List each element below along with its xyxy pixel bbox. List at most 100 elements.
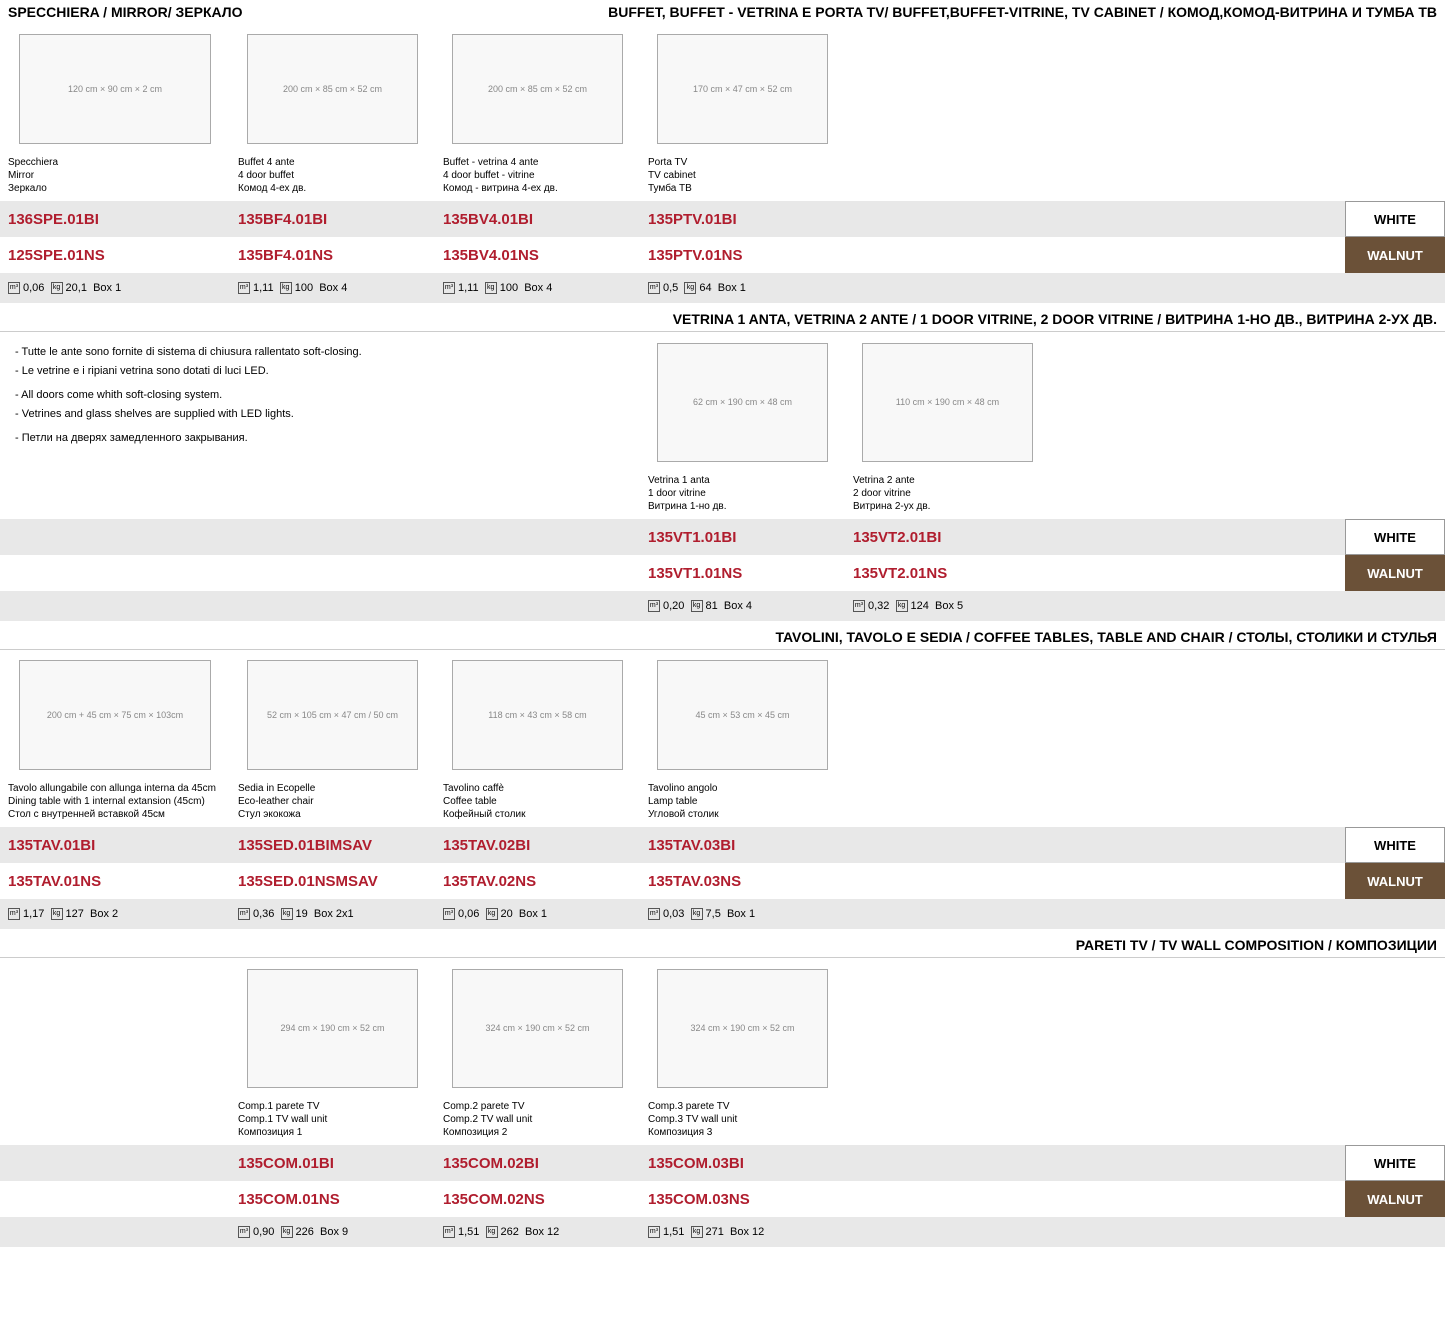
weight-icon: kg bbox=[281, 1226, 293, 1238]
code-bi: 135SED.01BIMSAV bbox=[238, 837, 372, 854]
code-bi: 136SPE.01BI bbox=[8, 211, 99, 228]
stats: m³1,11 kg100 Box 4 bbox=[435, 273, 640, 303]
stats: m³0,32 kg124 Box 5 bbox=[845, 591, 1050, 621]
section-header: SPECCHIERA / MIRROR/ ЗЕРКАЛО BUFFET, BUF… bbox=[0, 0, 1445, 24]
diagram-buffet: 200 cm × 85 cm × 52 cm bbox=[247, 34, 417, 145]
weight-icon: kg bbox=[486, 908, 498, 920]
section-header: PARETI TV / TV WALL COMPOSITION / КОМПОЗ… bbox=[0, 933, 1445, 958]
dims: 120 cm × 90 cm × 2 cm bbox=[68, 84, 162, 94]
volume-icon: m³ bbox=[648, 600, 660, 612]
code-ns: 135COM.01NS bbox=[238, 1191, 340, 1208]
code-bi: 135BV4.01BI bbox=[443, 211, 533, 228]
item-desc: Comp.2 parete TV Comp.2 TV wall unit Ком… bbox=[443, 1098, 532, 1145]
diagram-table: 200 cm + 45 cm × 75 cm × 103cm bbox=[19, 660, 212, 771]
diagram-comp1: 294 cm × 190 cm × 52 cm bbox=[247, 969, 417, 1088]
box: Box 2x1 bbox=[314, 908, 354, 920]
code-bi: 135COM.03BI bbox=[648, 1155, 744, 1172]
finish-walnut: WALNUT bbox=[1345, 555, 1445, 591]
volume-icon: m³ bbox=[238, 1226, 250, 1238]
box: Box 9 bbox=[320, 1226, 348, 1238]
code-bi: 135VT1.01BI bbox=[648, 529, 736, 546]
section-tables: TAVOLINI, TAVOLO E SEDIA / COFFEE TABLES… bbox=[0, 625, 1445, 929]
section-header: TAVOLINI, TAVOLO E SEDIA / COFFEE TABLES… bbox=[0, 625, 1445, 650]
finish-white: WHITE bbox=[1345, 1145, 1445, 1181]
code-ns: 135PTV.01NS bbox=[648, 247, 743, 264]
box: Box 1 bbox=[718, 282, 746, 294]
code-ns: 135BV4.01NS bbox=[443, 247, 539, 264]
section-header: VETRINA 1 ANTA, VETRINA 2 ANTE / 1 DOOR … bbox=[0, 307, 1445, 332]
item-desc: Vetrina 1 anta 1 door vitrine Витрина 1-… bbox=[648, 472, 727, 519]
wt: 7,5 bbox=[706, 908, 721, 920]
dims: 118 cm × 43 cm × 58 cm bbox=[488, 710, 586, 720]
diagram-chair: 52 cm × 105 cm × 47 cm / 50 cm bbox=[247, 660, 417, 771]
vol: 0,36 bbox=[253, 908, 274, 920]
vol: 1,51 bbox=[663, 1226, 684, 1238]
vol: 0,32 bbox=[868, 600, 889, 612]
item-desc: Comp.1 parete TV Comp.1 TV wall unit Ком… bbox=[238, 1098, 327, 1145]
box: Box 4 bbox=[319, 282, 347, 294]
wt: 124 bbox=[911, 600, 929, 612]
wt: 19 bbox=[296, 908, 308, 920]
box: Box 5 bbox=[935, 600, 963, 612]
vol: 0,06 bbox=[458, 908, 479, 920]
note: - All doors come whith soft-closing syst… bbox=[15, 387, 405, 404]
weight-icon: kg bbox=[684, 282, 696, 294]
volume-icon: m³ bbox=[443, 282, 455, 294]
volume-icon: m³ bbox=[238, 282, 250, 294]
wt: 20 bbox=[501, 908, 513, 920]
diagram-mirror: 120 cm × 90 cm × 2 cm bbox=[19, 34, 212, 145]
weight-icon: kg bbox=[896, 600, 908, 612]
wt: 64 bbox=[699, 282, 711, 294]
volume-icon: m³ bbox=[648, 1226, 660, 1238]
code-bi: 135COM.01BI bbox=[238, 1155, 334, 1172]
box: Box 12 bbox=[525, 1226, 559, 1238]
note: - Tutte le ante sono fornite di sistema … bbox=[15, 344, 405, 361]
box: Box 1 bbox=[93, 282, 121, 294]
diagram-coffee-table: 118 cm × 43 cm × 58 cm bbox=[452, 660, 622, 771]
stats: m³0,03 kg7,5 Box 1 bbox=[640, 899, 845, 929]
section-tv-wall: PARETI TV / TV WALL COMPOSITION / КОМПОЗ… bbox=[0, 933, 1445, 1247]
vol: 0,20 bbox=[663, 600, 684, 612]
vol: 1,51 bbox=[458, 1226, 479, 1238]
weight-icon: kg bbox=[691, 1226, 703, 1238]
code-ns: 135COM.03NS bbox=[648, 1191, 750, 1208]
volume-icon: m³ bbox=[8, 282, 20, 294]
wt: 127 bbox=[66, 908, 84, 920]
stats: m³1,51 kg262 Box 12 bbox=[435, 1217, 640, 1247]
vol: 1,11 bbox=[253, 282, 274, 294]
weight-icon: kg bbox=[281, 908, 293, 920]
item-desc: Buffet - vetrina 4 ante 4 door buffet - … bbox=[443, 154, 558, 201]
note: - Петли на дверях замедленного закрывани… bbox=[15, 430, 405, 447]
volume-icon: m³ bbox=[443, 1226, 455, 1238]
finish-white: WHITE bbox=[1345, 201, 1445, 237]
dims: 52 cm × 105 cm × 47 cm / 50 cm bbox=[267, 710, 398, 720]
vol: 0,03 bbox=[663, 908, 684, 920]
item-desc: Sedia in Ecopelle Eco-leather chair Стул… bbox=[238, 780, 315, 827]
volume-icon: m³ bbox=[238, 908, 250, 920]
stats: m³1,11 kg100 Box 4 bbox=[230, 273, 435, 303]
code-ns: 135TAV.02NS bbox=[443, 873, 536, 890]
dims: 294 cm × 190 cm × 52 cm bbox=[280, 1023, 384, 1033]
section-mirror-buffet: SPECCHIERA / MIRROR/ ЗЕРКАЛО BUFFET, BUF… bbox=[0, 0, 1445, 303]
dims: 324 cm × 190 cm × 52 cm bbox=[485, 1023, 589, 1033]
notes: - Tutte le ante sono fornite di sistema … bbox=[0, 332, 420, 519]
code-bi: 135PTV.01BI bbox=[648, 211, 737, 228]
box: Box 2 bbox=[90, 908, 118, 920]
wt: 262 bbox=[501, 1226, 519, 1238]
wt: 100 bbox=[295, 282, 313, 294]
wt: 20,1 bbox=[66, 282, 87, 294]
code-ns: 135COM.02NS bbox=[443, 1191, 545, 1208]
code-bi: 135VT2.01BI bbox=[853, 529, 941, 546]
item-desc: Porta TV TV cabinet Тумба ТВ bbox=[648, 154, 696, 201]
header-right: BUFFET, BUFFET - VETRINA E PORTA TV/ BUF… bbox=[340, 0, 1445, 24]
dims: 324 cm × 190 cm × 52 cm bbox=[690, 1023, 794, 1033]
vol: 1,17 bbox=[23, 908, 44, 920]
dims: 62 cm × 190 cm × 48 cm bbox=[693, 397, 792, 407]
dims: 200 cm × 85 cm × 52 cm bbox=[283, 84, 382, 94]
finish-walnut: WALNUT bbox=[1345, 1181, 1445, 1217]
weight-icon: kg bbox=[691, 600, 703, 612]
dims: 110 cm × 190 cm × 48 cm bbox=[896, 397, 999, 407]
weight-icon: kg bbox=[486, 1226, 498, 1238]
diagram-tv-cabinet: 170 cm × 47 cm × 52 cm bbox=[657, 34, 827, 145]
diagram-vitrine-2: 110 cm × 190 cm × 48 cm bbox=[862, 343, 1032, 462]
